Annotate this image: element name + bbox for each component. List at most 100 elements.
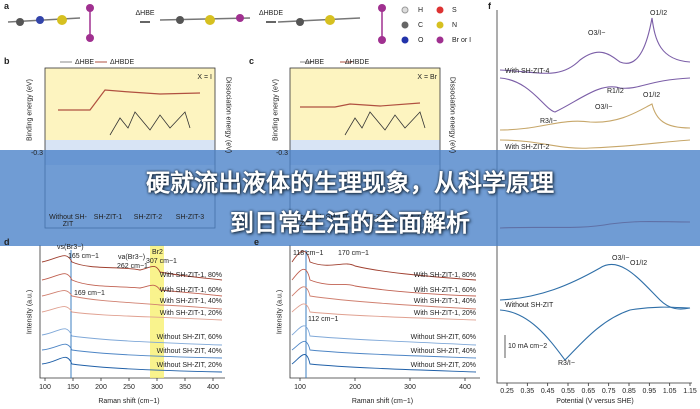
series-label: With SH-ZIT-4: [505, 68, 550, 75]
x-tick-label: 350: [179, 384, 191, 391]
series-label: With SH-ZIT-1, 40%: [413, 298, 476, 305]
x-tick-label: SH-ZIT-2: [363, 214, 393, 221]
y-axis-label: Binding energy (eV): [272, 79, 280, 141]
legend-entry: O: [418, 37, 424, 44]
raman-spectra: [41, 250, 477, 373]
series-label: With SH-ZIT-1, 60%: [413, 287, 476, 294]
legend-entry: H: [418, 7, 424, 14]
legend-entry: ΔHBE: [305, 59, 325, 66]
series-label: Without SH-ZIT, 60%: [410, 334, 476, 341]
series-label: With SH-ZIT-1, 80%: [159, 272, 222, 279]
panel-tag: X = Br: [417, 74, 437, 81]
annotation: O3/I−: [595, 104, 613, 111]
series-label: With SH-ZIT-1, 40%: [159, 298, 222, 305]
series-label: Without SH-ZIT, 40%: [410, 348, 476, 355]
x-tick-label: 100: [294, 384, 306, 391]
series-label: Without SH-ZIT, 60%: [156, 334, 222, 341]
x-tick-label: 0.75: [601, 388, 616, 395]
y-tick-label: -0.3: [30, 150, 43, 157]
y2-axis-label: Dissociation energy (eV): [224, 76, 232, 154]
y-axis-label: Intensity (a.u.): [276, 289, 284, 335]
x-tick-label: 200: [95, 384, 107, 391]
banner-title: 到日常生活的全面解析: [230, 210, 470, 237]
peak-label: va(Br3−): [118, 254, 146, 261]
arrow-label: ΔHBDE: [258, 10, 284, 17]
panel-letter: a: [4, 1, 10, 11]
annotation: O1/I2: [643, 92, 661, 99]
legend-entry: ΔHBDE: [345, 59, 370, 66]
panel-letter: d: [4, 237, 10, 247]
x-tick-label: 250: [123, 384, 135, 391]
series-label: With SH-ZIT-1, 60%: [159, 287, 222, 294]
x-tick-label: 0.35: [520, 388, 535, 395]
series-label: With SH-ZIT-1, 20%: [159, 310, 222, 317]
x-axis-label: Raman shift (cm−1): [351, 398, 414, 405]
x-tick-label: 0.95: [642, 388, 657, 395]
x-tick-label: Without SH-ZIT: [49, 214, 87, 228]
x-tick-label: 300: [404, 384, 416, 391]
peak-label: 169 cm−1: [74, 290, 105, 297]
x-tick-label: SH-ZIT-3: [175, 214, 205, 221]
legend-entry: C: [418, 22, 424, 29]
panel-letter: f: [488, 1, 491, 11]
series-label: Without SH-ZIT: [505, 302, 554, 309]
legend-entry: Br or I: [452, 37, 472, 44]
peak-label: vs(Br3−): [57, 244, 84, 251]
series-label: Without SH-ZIT, 20%: [410, 362, 476, 369]
annotation: O1/I2: [650, 10, 668, 17]
x-tick-label: 400: [207, 384, 219, 391]
peak-label: 165 cm−1: [68, 253, 99, 260]
x-tick-label: SH-ZIT-3: [403, 214, 433, 221]
x-tick-label: 1.05: [662, 388, 677, 395]
panel-letter: c: [249, 56, 255, 66]
x-axis-label: Potential (V versus SHE): [556, 398, 634, 405]
series-label: With SH-ZIT-1, 20%: [413, 310, 476, 317]
x-tick-label: 0.45: [540, 388, 555, 395]
peak-label: Br2: [152, 249, 163, 256]
x-tick-label: SH-ZIT-1: [325, 214, 355, 221]
banner-title: 硬就流出液体的生理现象，从科学原理: [146, 170, 554, 197]
series-label: Without SH-ZIT, 40%: [156, 348, 222, 355]
arrow-label: ΔHBE: [135, 10, 155, 17]
x-tick-label: 0.55: [561, 388, 575, 395]
y-tick-label: -0.3: [275, 150, 288, 157]
br2-band: [150, 245, 164, 378]
panel-tag: X = I: [197, 74, 212, 81]
legend-entry: S: [452, 7, 457, 14]
annotation: O3/I−: [612, 255, 630, 262]
series-label: Without SH-ZIT, 20%: [156, 362, 222, 369]
peak-label: 262 cm−1: [117, 263, 148, 270]
annotation: O1/I2: [630, 260, 648, 267]
series-label: With SH-ZIT-2: [505, 144, 550, 151]
legend-entry: ΔHBDE: [110, 59, 135, 66]
annotation: R3/I−: [558, 360, 575, 367]
scale-label: 10 mA cm−2: [508, 343, 548, 350]
x-tick-label: 300: [151, 384, 163, 391]
series-label: With SH-ZIT-1, 80%: [413, 272, 476, 279]
molecule-atoms: [16, 4, 444, 44]
x-tick-label: Without SH-ZIT: [286, 214, 324, 228]
x-tick-label: 400: [459, 384, 471, 391]
x-tick-label: 0.85: [622, 388, 636, 395]
peak-label: 307 cm−1: [146, 258, 177, 265]
annotation: R3/I−: [540, 118, 557, 125]
y-axis-label: Binding energy (eV): [26, 79, 34, 141]
annotation: R1/I2: [607, 88, 624, 95]
y2-axis-label: Dissociation energy (eV): [448, 76, 456, 154]
x-tick-label: 150: [67, 384, 79, 391]
annotation: O3/I−: [588, 30, 606, 37]
x-tick-label: 100: [39, 384, 51, 391]
x-tick-label: 200: [349, 384, 361, 391]
peak-label: 118 cm−1: [293, 250, 324, 257]
x-tick-label: SH-ZIT-2: [133, 214, 163, 221]
peak-label: 112 cm−1: [308, 316, 339, 323]
y-axis-label: Intensity (a.u.): [26, 289, 34, 335]
legend-entry: ΔHBE: [75, 59, 95, 66]
peak-label: 170 cm−1: [338, 250, 369, 257]
panel-letter: b: [4, 56, 10, 66]
x-tick-label: 0.25: [500, 388, 514, 395]
title-banner: [0, 150, 700, 246]
x-tick-label: SH-ZIT-1: [93, 214, 123, 221]
x-tick-label: 0.65: [581, 388, 596, 395]
